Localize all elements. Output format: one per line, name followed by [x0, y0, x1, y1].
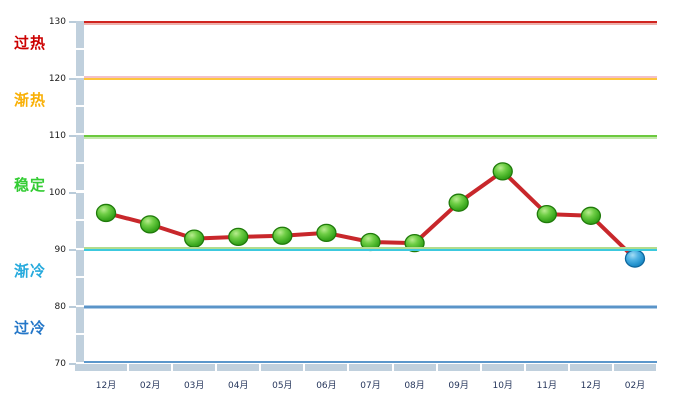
x-axis-bar-segment	[393, 364, 436, 371]
y-tick-label: 120	[48, 74, 66, 84]
x-axis-bar-segment	[525, 364, 568, 371]
y-axis-bar-segment	[76, 221, 84, 248]
threshold-line-halo	[84, 247, 657, 249]
x-axis-label: 05月	[272, 381, 293, 391]
y-axis-bar-segment	[76, 135, 84, 162]
zone-label: 稳定	[14, 176, 47, 194]
x-axis-label: 02月	[624, 381, 646, 391]
x-axis-bar-segment	[129, 364, 172, 371]
y-tick-label: 80	[54, 302, 66, 312]
y-tick-label: 90	[54, 245, 66, 255]
data-point-marker	[95, 203, 117, 223]
x-axis-label: 12月	[580, 381, 602, 391]
y-tick-label: 130	[48, 17, 66, 27]
y-axis-bar-segment	[76, 78, 84, 105]
zone-label: 过冷	[14, 318, 47, 337]
data-point-marker	[184, 229, 205, 248]
threshold-line	[84, 135, 657, 137]
x-axis-label: 10月	[492, 381, 513, 391]
x-axis-label: 11月	[536, 381, 558, 391]
y-axis-bar-segment	[76, 192, 84, 220]
x-axis-label: 09月	[448, 381, 469, 391]
y-tick-mark	[69, 249, 76, 251]
y-tick-mark	[69, 306, 76, 308]
x-axis-bar-segment	[217, 364, 260, 371]
y-tick-mark	[69, 363, 76, 365]
threshold-line-halo	[84, 308, 657, 309]
x-axis-label: 03月	[183, 381, 205, 391]
x-axis-label: 04月	[228, 381, 249, 391]
data-point-marker	[580, 206, 602, 225]
threshold-line	[84, 78, 657, 80]
x-axis-bar-segment	[261, 364, 304, 371]
x-axis-bar-segment	[305, 364, 348, 371]
y-tick-label: 110	[48, 131, 66, 141]
threshold-line	[84, 306, 657, 308]
y-tick-mark	[69, 192, 76, 194]
data-point-marker	[139, 215, 161, 234]
y-axis-bar-segment	[76, 306, 84, 334]
x-axis-bar-segment	[613, 364, 656, 371]
x-axis-label: 06月	[316, 381, 337, 391]
y-tick-label: 100	[48, 188, 66, 198]
x-axis-label: 08月	[404, 381, 425, 391]
x-axis-bar-segment	[437, 364, 480, 371]
zone-label: 过热	[14, 33, 47, 52]
data-point-marker	[316, 223, 337, 243]
data-point-marker	[624, 249, 646, 268]
data-point-marker	[228, 227, 249, 247]
data-point-marker	[492, 162, 513, 181]
y-axis-bar-segment	[76, 163, 84, 191]
x-axis-bar-segment	[481, 364, 524, 371]
y-axis-bar-segment	[76, 278, 84, 305]
y-tick-mark	[69, 78, 76, 80]
zone-label: 渐热	[14, 90, 47, 109]
x-axis-baseline	[84, 361, 657, 363]
y-axis-bar-segment	[76, 21, 84, 48]
y-tick-mark	[69, 21, 76, 23]
x-axis-bar-segment	[569, 364, 612, 371]
y-axis-bar-segment	[76, 49, 84, 77]
threshold-line-halo	[84, 305, 657, 306]
threshold-line	[84, 249, 657, 251]
y-axis-bar-segment	[76, 335, 84, 362]
y-tick-mark	[69, 135, 76, 137]
threshold-line-halo	[84, 23, 657, 25]
threshold-line-halo	[84, 137, 657, 139]
data-point-marker	[272, 226, 293, 245]
y-axis-bar-segment	[76, 249, 84, 277]
y-tick-label: 70	[54, 359, 66, 369]
zone-label: 渐冷	[14, 261, 47, 280]
data-point-marker	[448, 193, 469, 212]
y-axis-bar-segment	[76, 106, 84, 134]
data-point-marker	[536, 204, 557, 224]
threshold-line-halo	[84, 76, 657, 78]
x-axis-label: 02月	[139, 381, 161, 391]
x-axis-bar-segment	[173, 364, 216, 371]
x-axis-bar-segment	[349, 364, 392, 371]
x-axis-label: 12月	[95, 381, 117, 391]
threshold-line	[84, 21, 657, 23]
x-axis-label: 07月	[360, 381, 381, 391]
x-axis-bar-segment	[75, 364, 128, 371]
